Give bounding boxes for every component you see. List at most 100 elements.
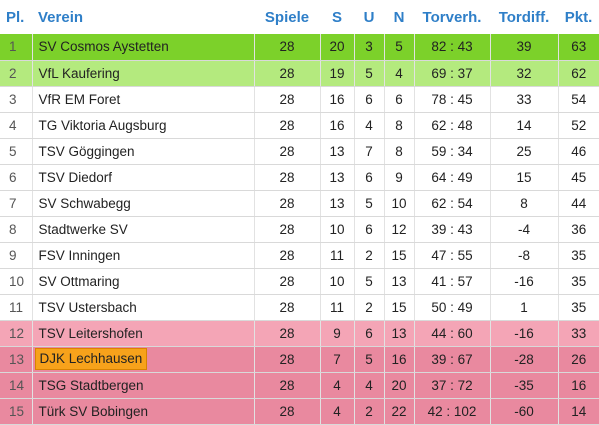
cell-diff: -35 <box>490 372 559 399</box>
cell-team[interactable]: TSG Stadtbergen <box>32 372 255 399</box>
cell-won: 16 <box>320 112 355 139</box>
header-diff[interactable]: Tordiff. <box>490 0 558 34</box>
cell-team[interactable]: DJK Lechhausen <box>32 346 255 373</box>
table-row[interactable]: 4 TG Viktoria Augsburg 28 16 4 8 62 : 48 14 52 <box>0 112 599 139</box>
cell-diff: -16 <box>490 320 559 347</box>
cell-draw: 5 <box>354 268 385 295</box>
cell-goals: 62 : 48 <box>414 112 491 139</box>
cell-diff: -4 <box>490 216 559 243</box>
header-pos[interactable]: Pl. <box>0 0 32 34</box>
table-row[interactable]: 6 TSV Diedorf 28 13 6 9 64 : 49 15 45 <box>0 164 599 191</box>
cell-draw: 2 <box>354 294 385 321</box>
cell-won: 9 <box>320 320 355 347</box>
cell-games: 28 <box>254 216 321 243</box>
table-row[interactable]: 14 TSG Stadtbergen 28 4 4 20 37 : 72 -35 16 <box>0 372 599 399</box>
header-games[interactable]: Spiele <box>254 0 320 34</box>
cell-points: 33 <box>558 320 599 347</box>
cell-diff: -16 <box>490 268 559 295</box>
cell-draw: 6 <box>354 216 385 243</box>
cell-diff: 32 <box>490 60 559 87</box>
cell-team[interactable]: SV Schwabegg <box>32 190 255 217</box>
table-row[interactable]: 15 Türk SV Bobingen 28 4 2 22 42 : 102 -60 14 <box>0 398 599 425</box>
cell-points: 26 <box>558 346 599 373</box>
cell-diff: -8 <box>490 242 559 269</box>
header-points[interactable]: Pkt. <box>558 0 599 34</box>
cell-pos: 14 <box>0 372 33 399</box>
table-row[interactable]: 10 SV Ottmaring 28 10 5 13 41 : 57 -16 35 <box>0 268 599 295</box>
cell-points: 52 <box>558 112 599 139</box>
cell-won: 13 <box>320 190 355 217</box>
cell-team[interactable]: VfL Kaufering <box>32 60 255 87</box>
cell-goals: 39 : 67 <box>414 346 491 373</box>
cell-goals: 59 : 34 <box>414 138 491 165</box>
cell-won: 4 <box>320 398 355 425</box>
cell-lost: 4 <box>384 60 415 87</box>
cell-won: 7 <box>320 346 355 373</box>
cell-team[interactable]: TSV Leitershofen <box>32 320 255 347</box>
cell-points: 35 <box>558 294 599 321</box>
cell-team[interactable]: TSV Göggingen <box>32 138 255 165</box>
cell-pos: 6 <box>0 164 33 191</box>
header-team[interactable]: Verein <box>32 0 254 34</box>
cell-lost: 8 <box>384 112 415 139</box>
table-row[interactable]: 8 Stadtwerke SV 28 10 6 12 39 : 43 -4 36 <box>0 216 599 243</box>
cell-goals: 42 : 102 <box>414 398 491 425</box>
cell-points: 44 <box>558 190 599 217</box>
header-draw[interactable]: U <box>354 0 384 34</box>
cell-team[interactable]: Stadtwerke SV <box>32 216 255 243</box>
cell-won: 11 <box>320 294 355 321</box>
header-won[interactable]: S <box>320 0 354 34</box>
header-lost[interactable]: N <box>384 0 414 34</box>
table-row[interactable]: 12 TSV Leitershofen 28 9 6 13 44 : 60 -16 33 <box>0 320 599 347</box>
table-row[interactable]: 1 SV Cosmos Aystetten 28 20 3 5 82 : 43 39 63 <box>0 34 599 61</box>
table-row[interactable]: 2 VfL Kaufering 28 19 5 4 69 : 37 32 62 <box>0 60 599 87</box>
cell-team[interactable]: TG Viktoria Augsburg <box>32 112 255 139</box>
table-row[interactable]: 11 TSV Ustersbach 28 11 2 15 50 : 49 1 35 <box>0 294 599 321</box>
cell-lost: 15 <box>384 242 415 269</box>
cell-diff: 14 <box>490 112 559 139</box>
cell-pos: 13 <box>0 346 33 373</box>
cell-pos: 4 <box>0 112 33 139</box>
cell-lost: 20 <box>384 372 415 399</box>
header-goals[interactable]: Torverh. <box>414 0 490 34</box>
cell-games: 28 <box>254 346 321 373</box>
cell-team[interactable]: VfR EM Foret <box>32 86 255 113</box>
cell-goals: 78 : 45 <box>414 86 491 113</box>
cell-team[interactable]: TSV Diedorf <box>32 164 255 191</box>
table-row[interactable]: 5 TSV Göggingen 28 13 7 8 59 : 34 25 46 <box>0 138 599 165</box>
table-row[interactable]: 9 FSV Inningen 28 11 2 15 47 : 55 -8 35 <box>0 242 599 269</box>
cell-pos: 1 <box>0 34 33 61</box>
cell-team[interactable]: SV Cosmos Aystetten <box>32 34 255 61</box>
cell-diff: -28 <box>490 346 559 373</box>
cell-pos: 3 <box>0 86 33 113</box>
cell-team[interactable]: SV Ottmaring <box>32 268 255 295</box>
cell-team[interactable]: Türk SV Bobingen <box>32 398 255 425</box>
cell-lost: 12 <box>384 216 415 243</box>
cell-points: 46 <box>558 138 599 165</box>
cell-games: 28 <box>254 372 321 399</box>
cell-won: 19 <box>320 60 355 87</box>
cell-draw: 4 <box>354 372 385 399</box>
cell-diff: 1 <box>490 294 559 321</box>
cell-won: 10 <box>320 216 355 243</box>
cell-won: 10 <box>320 268 355 295</box>
cell-games: 28 <box>254 164 321 191</box>
cell-pos: 8 <box>0 216 33 243</box>
cell-points: 45 <box>558 164 599 191</box>
cell-won: 16 <box>320 86 355 113</box>
cell-lost: 16 <box>384 346 415 373</box>
highlighted-team-label[interactable]: DJK Lechhausen <box>34 348 148 370</box>
cell-diff: 8 <box>490 190 559 217</box>
cell-goals: 82 : 43 <box>414 34 491 61</box>
table-row[interactable]: 3 VfR EM Foret 28 16 6 6 78 : 45 33 54 <box>0 86 599 113</box>
cell-pos: 12 <box>0 320 33 347</box>
cell-team[interactable]: TSV Ustersbach <box>32 294 255 321</box>
table-row[interactable]: 7 SV Schwabegg 28 13 5 10 62 : 54 8 44 <box>0 190 599 217</box>
cell-team[interactable]: FSV Inningen <box>32 242 255 269</box>
cell-points: 35 <box>558 242 599 269</box>
cell-games: 28 <box>254 138 321 165</box>
table-row[interactable]: 13 DJK Lechhausen 28 7 5 16 39 : 67 -28 26 <box>0 346 599 373</box>
cell-games: 28 <box>254 398 321 425</box>
cell-draw: 2 <box>354 398 385 425</box>
